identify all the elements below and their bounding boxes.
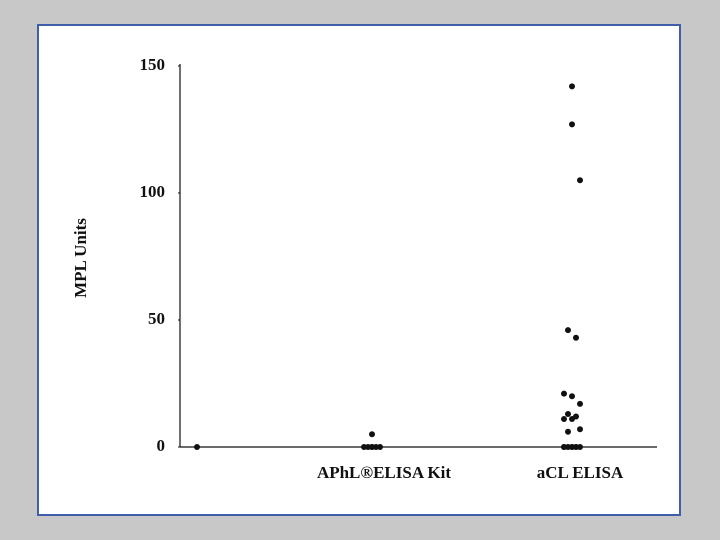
- y-tick-label: 100: [140, 182, 166, 201]
- dot: [369, 444, 375, 450]
- y-tick-label: 0: [157, 436, 166, 455]
- dot: [569, 121, 575, 128]
- dot: [561, 416, 567, 423]
- dot: [565, 428, 571, 435]
- dot: [573, 334, 579, 341]
- y-tick-label: 50: [148, 309, 165, 328]
- dot: [577, 177, 583, 184]
- dot: [361, 444, 367, 450]
- panel: [37, 24, 681, 516]
- dot: [565, 410, 571, 417]
- y-tick-label: 150: [140, 55, 166, 74]
- dot: [577, 426, 583, 433]
- dot: [561, 444, 567, 450]
- dot: [577, 400, 583, 407]
- dot: [569, 444, 575, 450]
- y-axis-label: MPL Units: [71, 218, 90, 298]
- dot: [194, 444, 200, 450]
- dot: [569, 416, 575, 423]
- x-tick-label: aCL ELISA: [537, 463, 624, 482]
- dot: [569, 83, 575, 90]
- dot: [561, 390, 567, 397]
- x-tick-label: APhL®ELISA Kit: [317, 463, 451, 482]
- dot: [565, 327, 571, 334]
- dot: [569, 393, 575, 400]
- dot: [369, 431, 375, 438]
